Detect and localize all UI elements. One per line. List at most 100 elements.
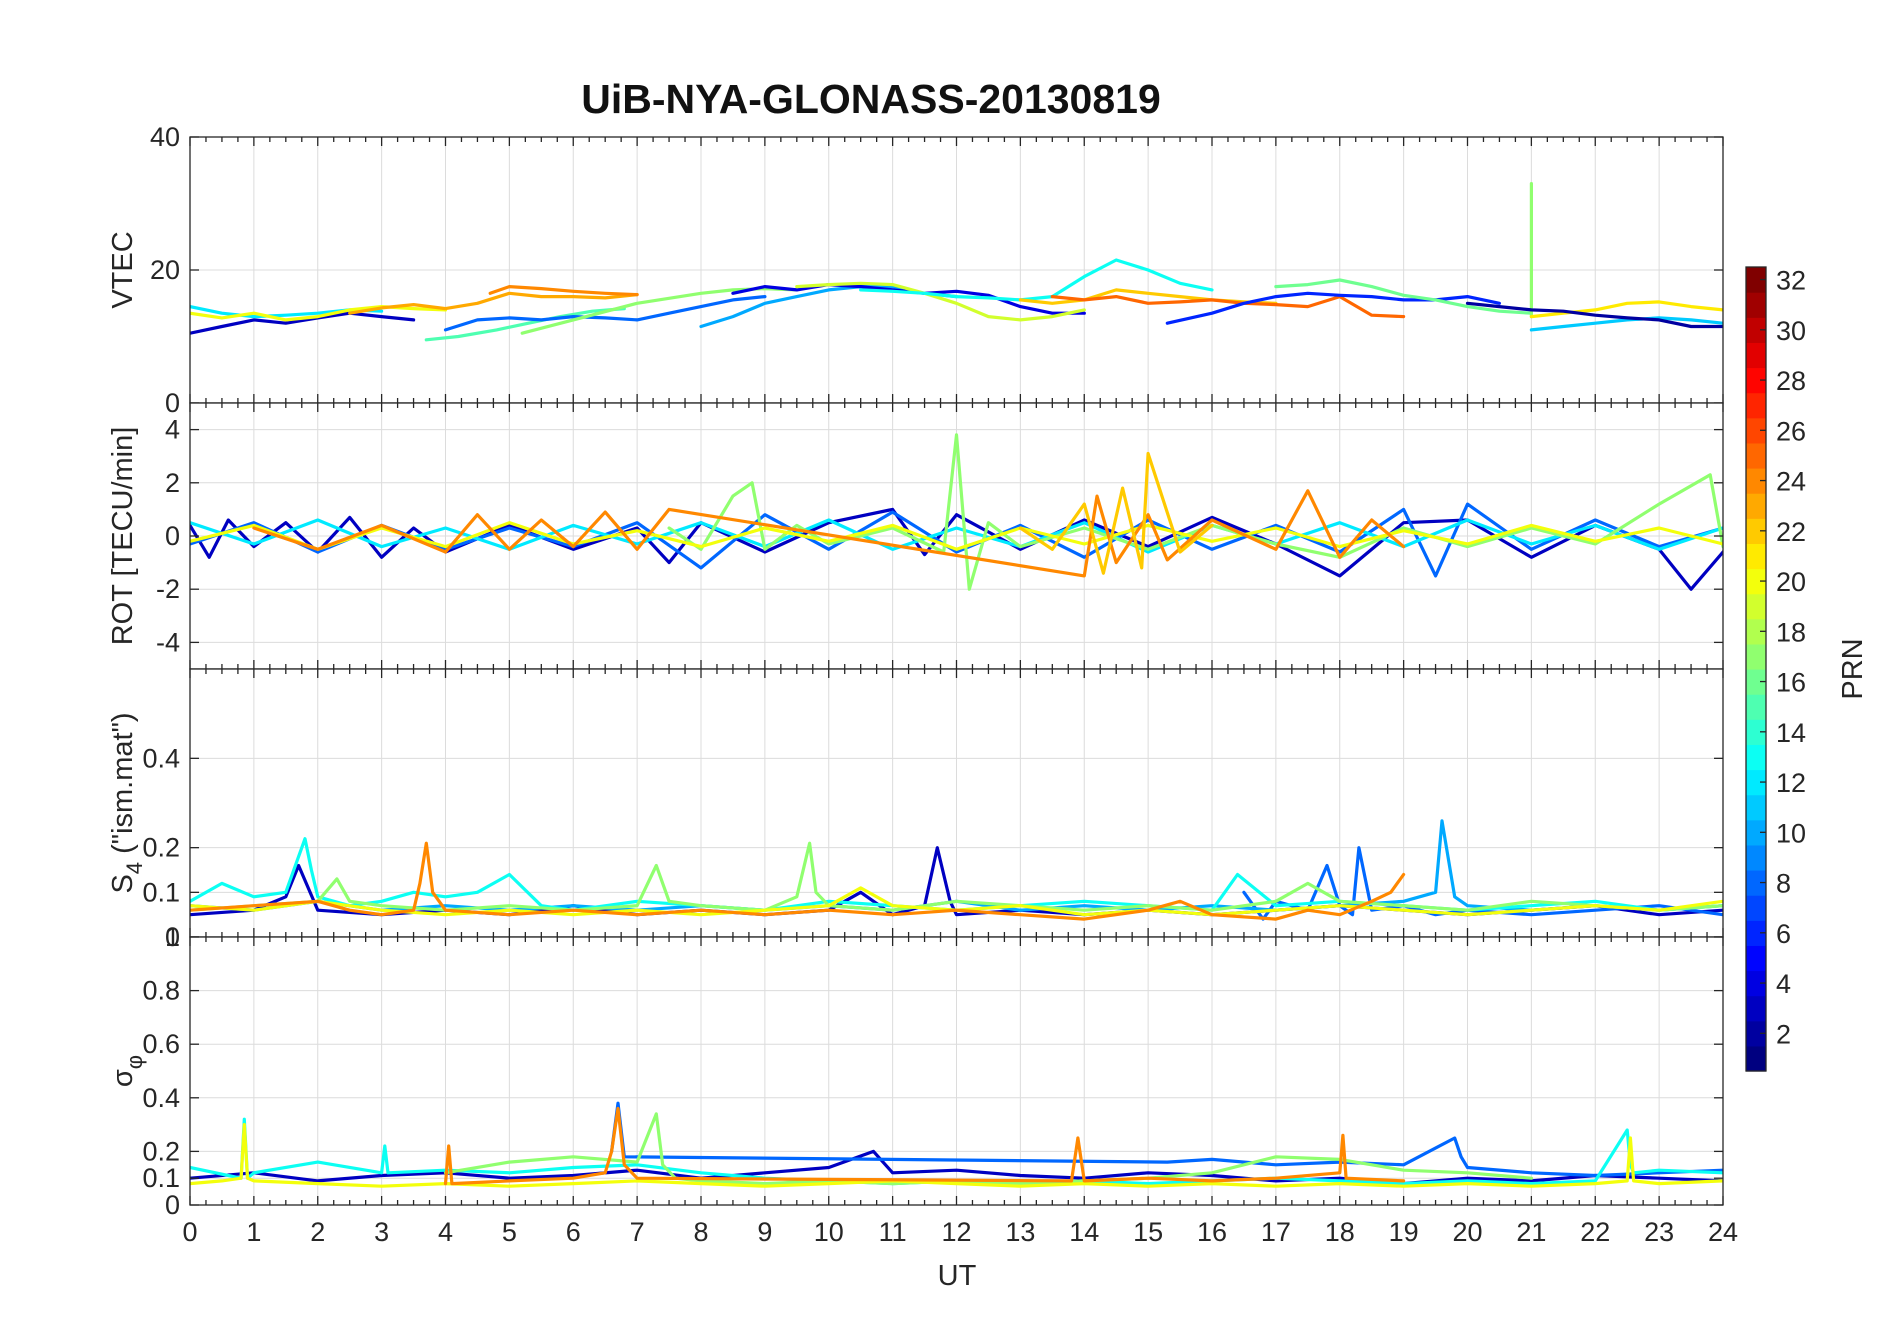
series-line-prn-24 bbox=[252, 489, 1406, 578]
series-line-prn-2 bbox=[1465, 301, 1723, 329]
colorbar-band bbox=[1746, 1045, 1766, 1072]
y-axis-label-vtec: VTEC bbox=[107, 231, 139, 308]
y-tick-label: -4 bbox=[156, 627, 180, 657]
colorbar-tick-label: 20 bbox=[1776, 567, 1806, 597]
x-tick-label: 1 bbox=[246, 1217, 261, 1247]
y-tick-label: 0 bbox=[165, 521, 180, 551]
colorbar-band bbox=[1746, 518, 1766, 544]
colorbar-band bbox=[1746, 895, 1766, 921]
colorbar-band bbox=[1746, 744, 1766, 771]
x-tick-labels: 0 1 2 3 4 5 6 7 8 9 10 11 12 13 14 15 16 17 18 19 20 21 22 23 24 bbox=[182, 1217, 1738, 1247]
colorbar-band bbox=[1746, 719, 1766, 745]
colorbar-band bbox=[1746, 543, 1766, 570]
y-tick-label: 0.4 bbox=[142, 743, 180, 773]
series-line-prn-24 bbox=[190, 841, 1406, 921]
series-line-prn-13 bbox=[859, 258, 1214, 302]
panel-rot: -4 -2 0 2 4 ROT [TECU/min] bbox=[107, 402, 1724, 670]
colorbar-band bbox=[1746, 568, 1766, 595]
x-tick-label: 10 bbox=[814, 1217, 844, 1247]
colorbar-band bbox=[1746, 1020, 1766, 1047]
colorbar-tick-label: 18 bbox=[1776, 617, 1806, 647]
series-line-prn-15 bbox=[424, 307, 626, 342]
y-tick-label: 0.2 bbox=[142, 1136, 180, 1166]
series-line-prn-17 bbox=[667, 433, 1723, 591]
x-tick-label: 19 bbox=[1389, 1217, 1419, 1247]
colorbar-frame bbox=[1745, 266, 1767, 1072]
series-group bbox=[190, 1101, 1723, 1188]
panel-s4: 0 0.1 0.2 0.4S4 ("ism.mat") bbox=[107, 668, 1724, 952]
series-line-prn-11 bbox=[1529, 316, 1723, 332]
series-line-prn-25 bbox=[1050, 295, 1406, 319]
series-line-prn-3 bbox=[190, 507, 1723, 591]
y-tick-label: -2 bbox=[156, 574, 180, 604]
colorbar-band bbox=[1746, 920, 1766, 946]
y-tick-label: 40 bbox=[150, 122, 180, 152]
series-line-prn-24 bbox=[443, 1106, 1406, 1186]
x-tick-label: 18 bbox=[1325, 1217, 1355, 1247]
series-group bbox=[190, 182, 1723, 342]
colorbar-tick-label: 4 bbox=[1776, 969, 1791, 999]
colorbar-band bbox=[1746, 694, 1766, 720]
x-tick-label: 5 bbox=[502, 1217, 517, 1247]
colorbar-band bbox=[1746, 292, 1766, 318]
series-line-prn-20 bbox=[190, 521, 1723, 551]
colorbar-band bbox=[1746, 367, 1766, 394]
series-line-prn-20 bbox=[190, 1122, 1723, 1188]
series-line-prn-17 bbox=[520, 287, 799, 335]
y-tick-label: 0 bbox=[165, 1190, 180, 1220]
series-line-prn-6 bbox=[1165, 291, 1502, 325]
colorbar-tick-label: 26 bbox=[1776, 416, 1806, 446]
series-line-prn-3 bbox=[190, 311, 416, 335]
panel-vtec: 0 20 40 VTEC bbox=[107, 122, 1724, 418]
colorbar-band bbox=[1746, 870, 1766, 896]
series-line-prn-24 bbox=[488, 285, 639, 297]
colorbar-tick-label: 6 bbox=[1776, 919, 1791, 949]
series-line-prn-23 bbox=[348, 291, 639, 315]
x-tick-label: 15 bbox=[1133, 1217, 1163, 1247]
colorbar-tick-label: 24 bbox=[1776, 467, 1806, 497]
series-line-prn-22 bbox=[1018, 451, 1214, 575]
y-tick-label: 0.1 bbox=[142, 1163, 180, 1193]
series-line-prn-12 bbox=[190, 518, 1723, 554]
colorbar-label: PRN bbox=[1837, 638, 1869, 699]
y-tick-label: 4 bbox=[165, 415, 180, 445]
x-tick-label: 2 bbox=[310, 1217, 325, 1247]
colorbar-band bbox=[1746, 618, 1766, 645]
colorbar-band bbox=[1746, 643, 1766, 670]
y-tick-label: 0 bbox=[165, 388, 180, 418]
colorbar-band bbox=[1746, 317, 1766, 343]
y-tick-label: 0.8 bbox=[142, 976, 180, 1006]
y-tick-label: 0 bbox=[165, 922, 180, 952]
series-line-prn-19 bbox=[795, 281, 1086, 322]
x-tick-label: 6 bbox=[566, 1217, 581, 1247]
colorbar-band bbox=[1746, 593, 1766, 620]
series-line-prn-8 bbox=[609, 1101, 1723, 1178]
colorbar-band bbox=[1746, 794, 1766, 821]
colorbar-band bbox=[1746, 669, 1766, 695]
colorbar-band bbox=[1746, 970, 1766, 997]
y-tick-label: 0.1 bbox=[142, 877, 180, 907]
x-tick-label: 3 bbox=[374, 1217, 389, 1247]
y-tick-label: 1 bbox=[165, 922, 180, 952]
colorbar-band bbox=[1746, 844, 1766, 871]
series-line-prn-16 bbox=[1274, 278, 1534, 315]
colorbar-tick-label: 10 bbox=[1776, 818, 1806, 848]
colorbar-tick-label: 2 bbox=[1776, 1019, 1791, 1049]
colorbar-band bbox=[1746, 417, 1766, 444]
series-line-prn-20 bbox=[190, 886, 1723, 917]
x-tick-label: 7 bbox=[630, 1217, 645, 1247]
colorbar-band bbox=[1746, 442, 1766, 469]
y-tick-label: 20 bbox=[150, 255, 180, 285]
y-tick-label: 0.4 bbox=[142, 1083, 180, 1113]
series-line-prn-3 bbox=[190, 1149, 1723, 1186]
x-tick-label: 8 bbox=[693, 1217, 708, 1247]
x-tick-label: 21 bbox=[1516, 1217, 1546, 1247]
colorbar-band bbox=[1746, 493, 1766, 519]
y-tick-label: 2 bbox=[165, 468, 180, 498]
x-tick-label: 13 bbox=[1005, 1217, 1035, 1247]
colorbar-band bbox=[1746, 995, 1766, 1022]
series-group bbox=[190, 433, 1723, 591]
